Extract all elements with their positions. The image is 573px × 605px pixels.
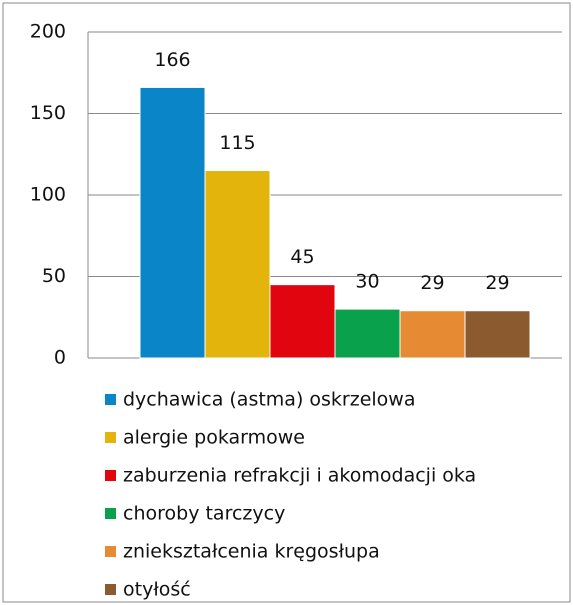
y-tick-label: 50	[42, 265, 66, 287]
legend-swatch	[105, 508, 116, 519]
bar	[399, 310, 466, 359]
bar	[269, 284, 336, 359]
legend-label: zniekształcenia kręgosłupa	[123, 541, 380, 563]
bar	[139, 86, 206, 359]
legend-label: otyłość	[123, 579, 191, 601]
legend-swatch	[105, 470, 116, 481]
legend-swatch	[105, 394, 116, 405]
y-tick-label: 100	[30, 184, 66, 206]
data-label: 166	[154, 49, 190, 71]
data-label: 30	[355, 271, 379, 293]
data-label: 45	[290, 246, 314, 268]
data-label: 29	[485, 272, 509, 294]
legend-swatch	[105, 584, 116, 595]
legend-swatch	[105, 432, 116, 443]
y-tick-label: 200	[30, 21, 66, 43]
data-label: 29	[420, 272, 444, 294]
bar	[464, 310, 531, 359]
y-tick-label: 150	[30, 102, 66, 124]
bar	[204, 170, 271, 359]
data-label: 115	[219, 132, 255, 154]
y-tick-label: 0	[54, 347, 66, 369]
legend-swatch	[105, 546, 116, 557]
bar	[334, 308, 401, 359]
legend-label: alergie pokarmowe	[123, 427, 305, 449]
legend-label: choroby tarczycy	[123, 503, 285, 525]
legend-label: dychawica (astma) oskrzelowa	[123, 389, 415, 411]
legend-label: zaburzenia refrakcji i akomodacji oka	[123, 465, 476, 487]
